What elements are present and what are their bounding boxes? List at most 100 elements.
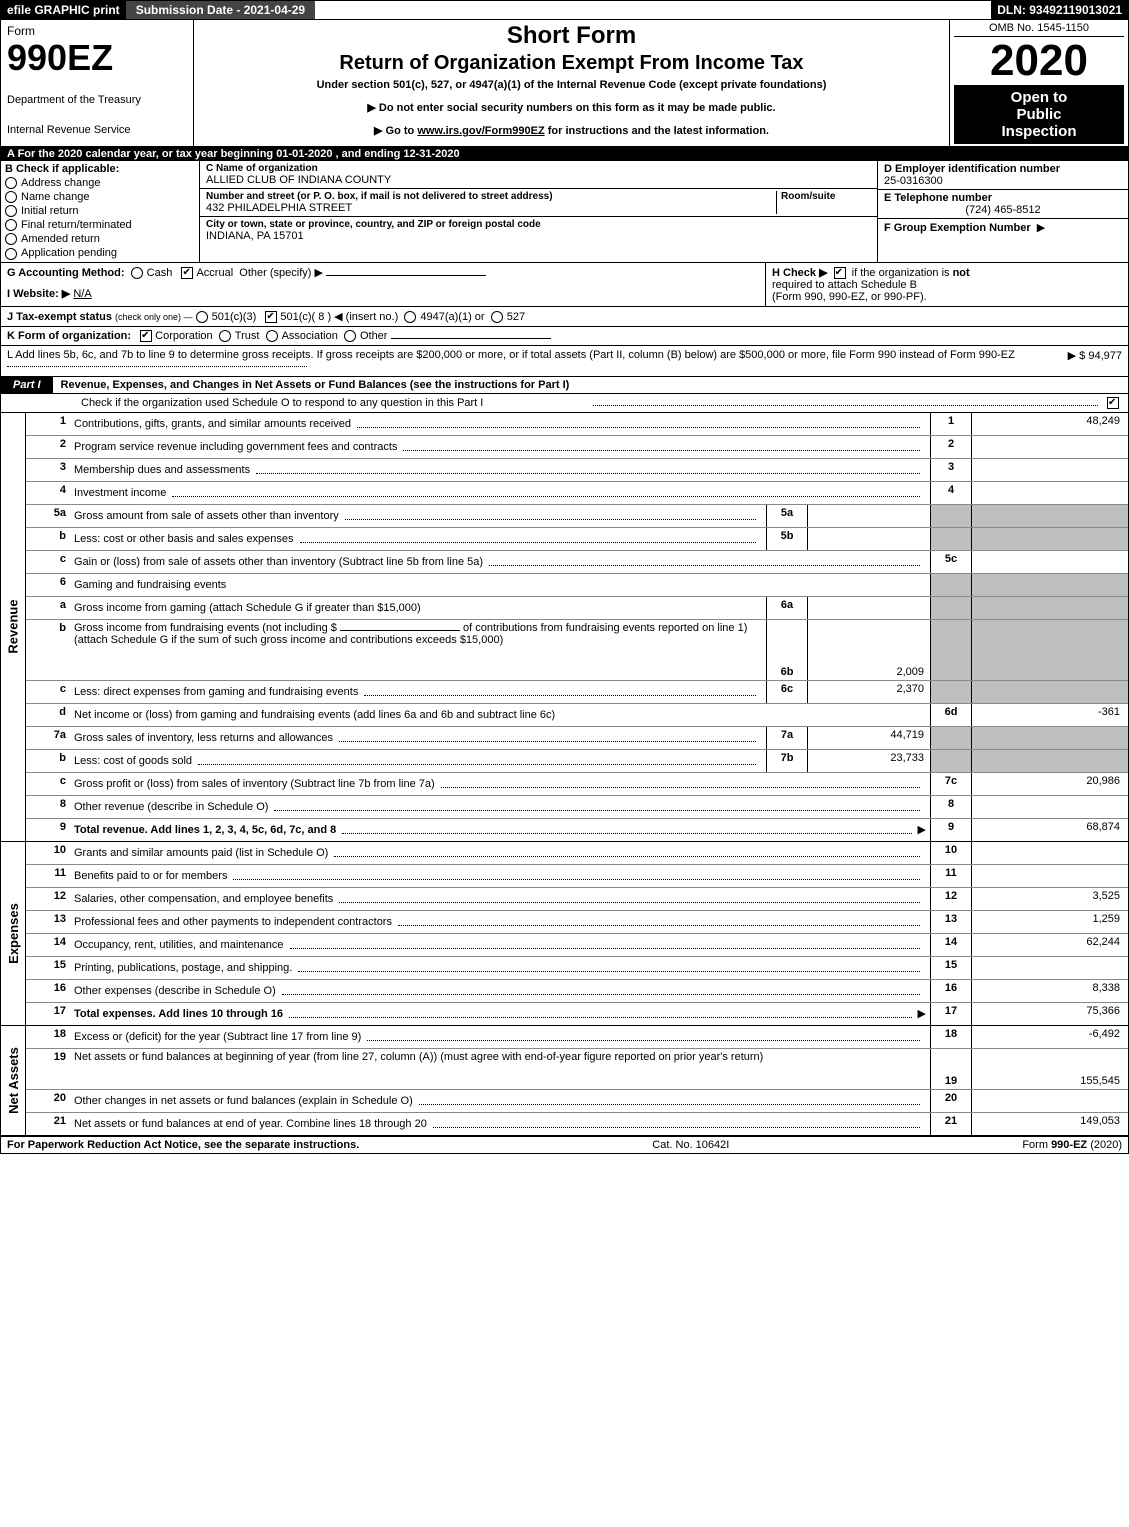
line-desc: Contributions, gifts, grants, and simila… [70,413,930,435]
line-val [971,865,1128,887]
line-num: 4 [26,482,70,504]
line-num: d [26,704,70,726]
form-word: Form [7,24,187,38]
line-num: c [26,773,70,795]
line-val: 3,525 [971,888,1128,910]
row-k-form-of-org: K Form of organization: Corporation Trus… [1,327,1128,346]
line-num: b [26,620,70,680]
spacer [315,1,991,19]
line-val: 75,366 [971,1003,1128,1025]
irs-link[interactable]: www.irs.gov/Form990EZ [417,125,544,137]
line-text: Gross amount from sale of assets other t… [74,510,339,522]
line-desc: Occupancy, rent, utilities, and maintena… [70,934,930,956]
h-text1: if the organization is [852,267,953,279]
circle-icon[interactable] [196,311,208,323]
circle-icon[interactable] [344,330,356,342]
line-desc: Program service revenue including govern… [70,436,930,458]
line-val [971,459,1128,481]
revenue-grid: Revenue 1 Contributions, gifts, grants, … [1,413,1128,842]
line-num: c [26,551,70,573]
dots [441,787,920,788]
sub-val: 2,370 [808,681,930,703]
line-val: 62,244 [971,934,1128,956]
line-num: 2 [26,436,70,458]
dots [290,948,920,949]
line-val [971,551,1128,573]
line-1: 1 Contributions, gifts, grants, and simi… [26,413,1128,435]
l-text: L Add lines 5b, 6c, and 7b to line 9 to … [7,349,1015,361]
k-label: K Form of organization: [7,330,131,342]
circle-icon [5,248,17,260]
dots [433,1127,920,1128]
dots [339,741,756,742]
line-key: 18 [930,1026,971,1048]
cb-address-change[interactable]: Address change [5,177,195,189]
line-num: 11 [26,865,70,887]
circle-icon[interactable] [404,311,416,323]
sub-val [808,528,930,550]
line-val-shade [971,505,1128,527]
line-num: 20 [26,1090,70,1112]
line-desc: Net assets or fund balances at end of ye… [70,1113,930,1135]
line-key: 16 [930,980,971,1002]
cb-final-return[interactable]: Final return/terminated [5,219,195,231]
circle-icon[interactable] [219,330,231,342]
checkbox-accrual[interactable] [181,267,193,279]
line-text: Printing, publications, postage, and shi… [74,962,292,974]
j-527: 527 [507,311,525,323]
cb-initial-return[interactable]: Initial return [5,205,195,217]
ssn-warning: ▶ Do not enter social security numbers o… [200,101,943,114]
cb-application-pending[interactable]: Application pending [5,247,195,259]
line-num: 18 [26,1026,70,1048]
blank-contrib-input[interactable] [340,630,460,631]
efile-print-button[interactable]: efile GRAPHIC print [1,1,126,19]
checkbox-corp[interactable] [140,330,152,342]
line-num: 8 [26,796,70,818]
arrow-right-icon: ▶ [918,823,926,836]
circle-icon[interactable] [131,267,143,279]
line-val: 68,874 [971,819,1128,841]
checkbox-sched-o[interactable] [1107,397,1119,409]
line-val: 8,338 [971,980,1128,1002]
line-val-shade [971,681,1128,703]
line-19: 19 Net assets or fund balances at beginn… [26,1048,1128,1089]
circle-icon [5,177,17,189]
line-7b: b Less: cost of goods sold 7b 23,733 [26,749,1128,772]
sub-val [808,505,930,527]
accounting-method: G Accounting Method: Cash Accrual Other … [1,263,765,306]
checkbox-sched-b[interactable] [834,267,846,279]
line-key: 12 [930,888,971,910]
line-num: 9 [26,819,70,841]
line-desc: Net assets or fund balances at beginning… [70,1049,930,1089]
checkbox-501c[interactable] [265,311,277,323]
cb-amended-return[interactable]: Amended return [5,233,195,245]
under-section-text: Under section 501(c), 527, or 4947(a)(1)… [200,79,943,91]
arrow-right-icon: ▶ [918,1007,926,1020]
other-specify-input[interactable] [326,275,486,276]
line-text: Program service revenue including govern… [74,441,397,453]
cb-label: Initial return [21,205,78,217]
page-footer: For Paperwork Reduction Act Notice, see … [1,1137,1128,1153]
k-other-input[interactable] [391,338,551,339]
circle-icon[interactable] [266,330,278,342]
line-key: 21 [930,1113,971,1135]
circle-icon[interactable] [491,311,503,323]
line-val: 155,545 [971,1049,1128,1089]
line-text: Contributions, gifts, grants, and simila… [74,418,351,430]
line-num: 5a [26,505,70,527]
line-num: 13 [26,911,70,933]
sub-key: 5b [766,528,808,550]
line-5c: c Gain or (loss) from sale of assets oth… [26,550,1128,573]
goto-instructions: ▶ Go to www.irs.gov/Form990EZ for instru… [200,124,943,137]
cb-name-change[interactable]: Name change [5,191,195,203]
h-not: not [953,267,970,279]
line-desc: Investment income [70,482,930,504]
open-line-3: Inspection [956,123,1122,140]
line-desc: Other expenses (describe in Schedule O) [70,980,930,1002]
line-6b: b Gross income from fundraising events (… [26,619,1128,680]
street-label: Number and street (or P. O. box, if mail… [206,191,776,202]
line-key-shade [930,528,971,550]
line-key-shade [930,620,971,680]
exempt-title: Return of Organization Exempt From Incom… [200,52,943,75]
line-num: b [26,750,70,772]
